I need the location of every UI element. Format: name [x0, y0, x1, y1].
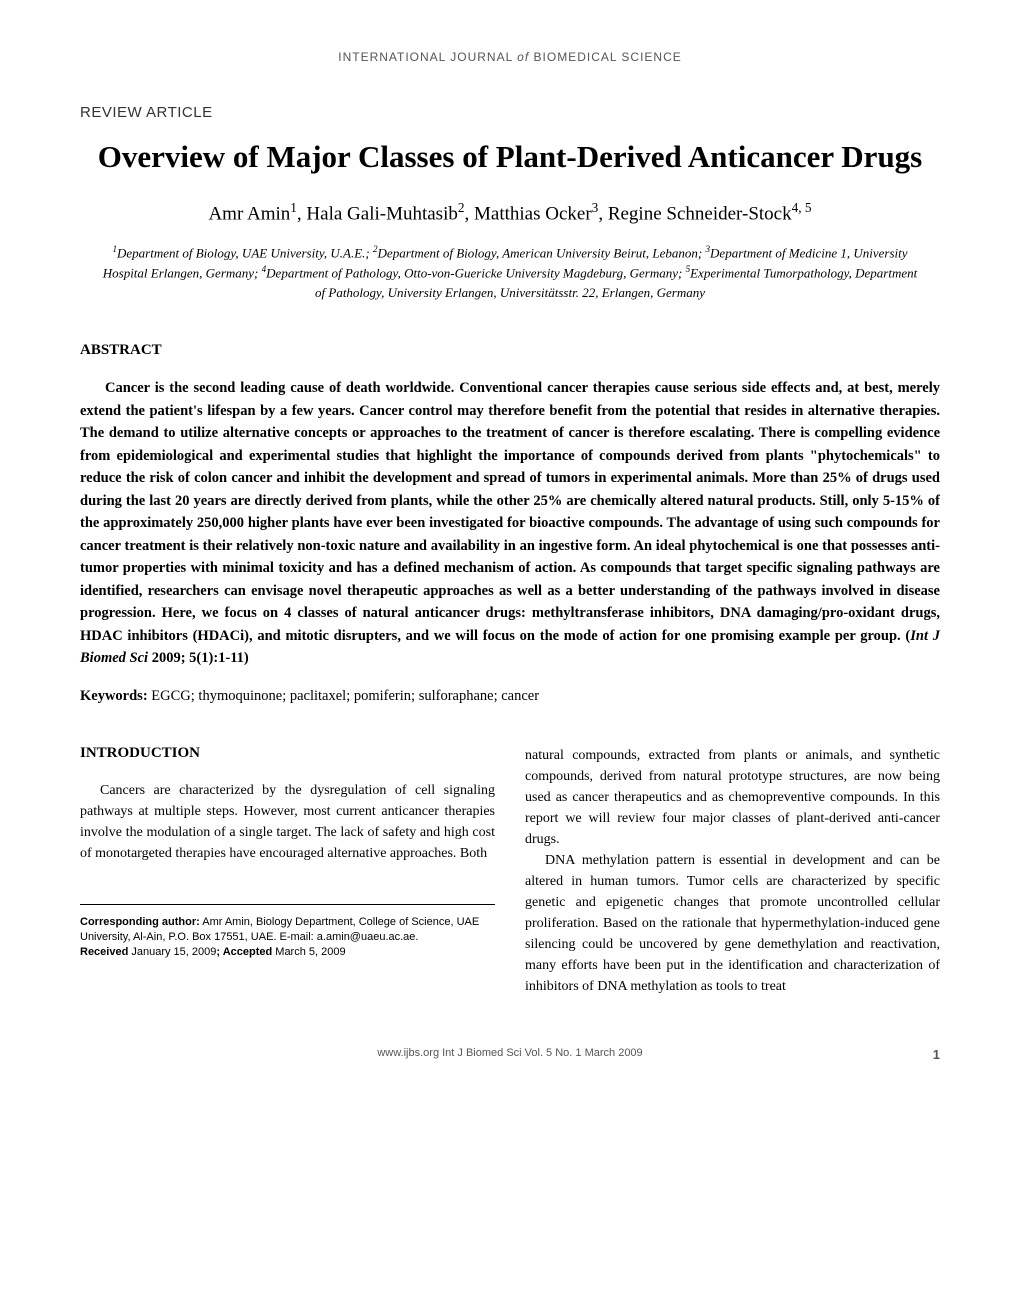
abstract-text: Cancer is the second leading cause of de… [80, 377, 940, 669]
article-title: Overview of Major Classes of Plant-Deriv… [80, 139, 940, 175]
column-left: INTRODUCTION Cancers are characterized b… [80, 745, 495, 997]
intro-p1: Cancers are characterized by the dysregu… [80, 780, 495, 864]
footnote-separator [80, 904, 495, 905]
accepted-label: ; Accepted [216, 946, 272, 958]
col2-p1: natural compounds, extracted from plants… [525, 745, 940, 850]
content-columns: INTRODUCTION Cancers are characterized b… [80, 745, 940, 997]
abstract-heading: ABSTRACT [80, 342, 940, 359]
keywords-label: Keywords: [80, 688, 148, 704]
page-footer: www.ijbs.org Int J Biomed Sci Vol. 5 No.… [80, 1047, 940, 1059]
col2-p2: DNA methylation pattern is essential in … [525, 850, 940, 997]
accepted-text: March 5, 2009 [272, 946, 345, 958]
journal-prefix: INTERNATIONAL JOURNAL [338, 50, 513, 64]
keywords: Keywords: EGCG; thymoquinone; paclitaxel… [80, 688, 940, 705]
article-affiliations: 1Department of Biology, UAE University, … [80, 243, 940, 302]
footer-text: www.ijbs.org Int J Biomed Sci Vol. 5 No.… [377, 1047, 642, 1059]
column-right: natural compounds, extracted from plants… [525, 745, 940, 997]
page-number: 1 [933, 1047, 940, 1062]
article-authors: Amr Amin1, Hala Gali-Muhtasib2, Matthias… [80, 200, 940, 225]
article-type: REVIEW ARTICLE [80, 104, 940, 121]
dates-footnote: Received January 15, 2009; Accepted Marc… [80, 945, 495, 960]
keywords-text: EGCG; thymoquinone; paclitaxel; pomiferi… [148, 688, 539, 704]
corresponding-footnote: Corresponding author: Amr Amin, Biology … [80, 915, 495, 946]
received-label: Received [80, 946, 128, 958]
journal-header: INTERNATIONAL JOURNAL of BIOMEDICAL SCIE… [80, 50, 940, 64]
intro-heading: INTRODUCTION [80, 745, 495, 762]
received-text: January 15, 2009 [128, 946, 216, 958]
journal-of: of [517, 50, 529, 64]
journal-suffix: BIOMEDICAL SCIENCE [534, 50, 682, 64]
corresponding-label: Corresponding author: [80, 916, 200, 928]
